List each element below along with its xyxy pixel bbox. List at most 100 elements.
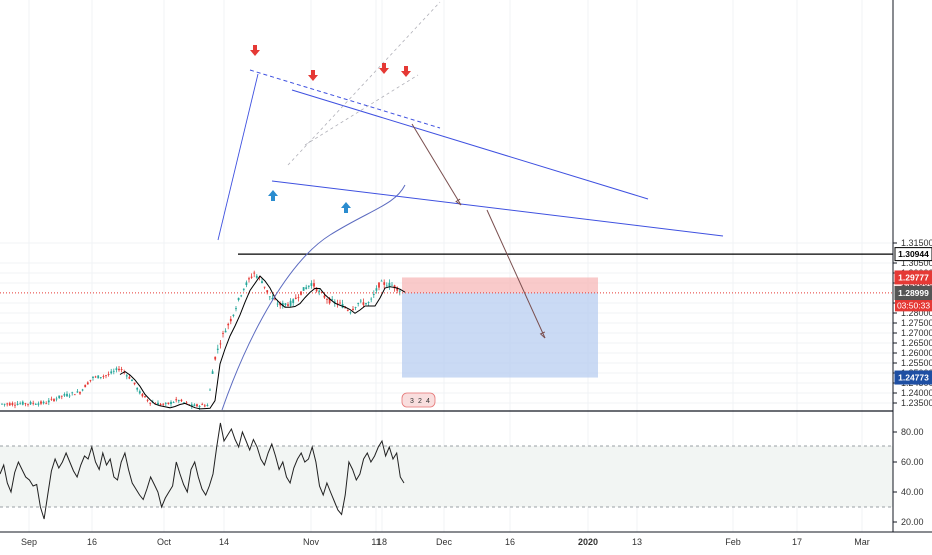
projection-arrow-2 [486, 209, 546, 339]
candle-body [110, 371, 113, 374]
candle-body [274, 298, 276, 300]
time-tick-label: Oct [157, 537, 172, 547]
candle-body [177, 400, 180, 402]
candle-body [284, 303, 287, 305]
candle-body [396, 287, 399, 291]
candle-body [328, 298, 331, 304]
candle-body [391, 284, 393, 286]
time-tick-label: 16 [505, 537, 515, 547]
candle-body [76, 391, 79, 393]
candle-body [250, 276, 253, 278]
candle-body [216, 348, 219, 350]
event-badge-count: 4 [426, 398, 430, 405]
candle-body [393, 285, 396, 289]
candle-body [313, 283, 315, 287]
up-arrow-icon [268, 190, 278, 201]
candle-body [266, 290, 269, 293]
candle-body [138, 391, 141, 394]
rsi-tick-label: 20.00 [901, 517, 924, 527]
candle-body [365, 303, 367, 305]
candle-body [34, 404, 37, 405]
price-tick-label: 1.23500 [901, 398, 932, 408]
time-tick-label: 13 [632, 537, 642, 547]
candle-body [297, 297, 300, 299]
price-tag-target [894, 370, 932, 385]
candle-body [159, 403, 162, 405]
candle-body [107, 374, 110, 375]
position-zones [402, 277, 598, 378]
projection-arrow-1 [411, 123, 462, 206]
candle-body [89, 379, 92, 381]
candle-body [73, 394, 76, 396]
rsi-tick-label: 60.00 [901, 457, 924, 467]
price-tag-take-profit-top [894, 270, 932, 285]
candle-body [331, 299, 334, 301]
candle-body [201, 404, 204, 406]
candle-body [349, 312, 352, 314]
candle-body [323, 295, 326, 298]
take-profit-zone [402, 292, 598, 378]
candle-body [27, 403, 29, 405]
descending-trendline [291, 89, 649, 200]
fan-line-upper [287, 1, 441, 166]
candle-body [136, 387, 139, 390]
candle-body [1, 403, 3, 405]
candle-body [146, 399, 149, 401]
candle-body [232, 314, 235, 316]
price-tag-bid [894, 286, 932, 301]
candle-body [318, 290, 321, 292]
candle-body [339, 302, 341, 304]
candle-body [203, 405, 206, 407]
countdown-tag [895, 299, 932, 312]
candle-body [326, 299, 328, 300]
candle-body [388, 282, 391, 287]
candle-body [248, 278, 250, 280]
candle-body [352, 308, 354, 311]
candle-body [183, 402, 185, 404]
candle-body [383, 282, 386, 285]
candle-body [281, 302, 284, 307]
candle-body [185, 402, 188, 404]
time-tick-label: 18 [377, 537, 387, 547]
candle-body [125, 375, 128, 377]
candle-body [99, 377, 102, 378]
candle-body [372, 294, 375, 296]
time-tick-label: 2020 [578, 537, 598, 547]
event-badge-count: 2 [418, 398, 422, 405]
candle-body [164, 403, 167, 404]
candle-body [237, 297, 240, 301]
candle-body [144, 396, 146, 398]
price-tick-label: 1.31500 [901, 238, 932, 248]
candle-body [242, 288, 245, 290]
countdown-label: 03:50:33 [897, 300, 930, 310]
candle-body [198, 406, 201, 408]
candle-body [263, 286, 266, 288]
candle-body [359, 300, 362, 302]
time-tick-label: Feb [725, 537, 741, 547]
candle-body [268, 296, 271, 298]
candle-body [14, 404, 16, 406]
rsi-line [0, 422, 405, 520]
candle-body [271, 297, 274, 300]
time-tick-label: 17 [792, 537, 802, 547]
candle-body [141, 393, 144, 397]
time-tick-label: Dec [436, 537, 453, 547]
candle-body [310, 283, 313, 286]
candle-body [60, 395, 63, 397]
candle-body [196, 404, 198, 407]
price-tag-label-bid: 1.28999 [898, 288, 929, 298]
price-tag-label-target: 1.24773 [898, 373, 929, 383]
candle-body [255, 275, 258, 278]
candle-body [235, 308, 237, 310]
rsi-band [0, 446, 893, 507]
candle-body [279, 303, 282, 306]
signal-markers [250, 45, 411, 213]
candle-body [81, 389, 84, 391]
candle-body [50, 398, 53, 400]
candle-body [180, 399, 183, 402]
fan-line-lower [304, 74, 419, 146]
